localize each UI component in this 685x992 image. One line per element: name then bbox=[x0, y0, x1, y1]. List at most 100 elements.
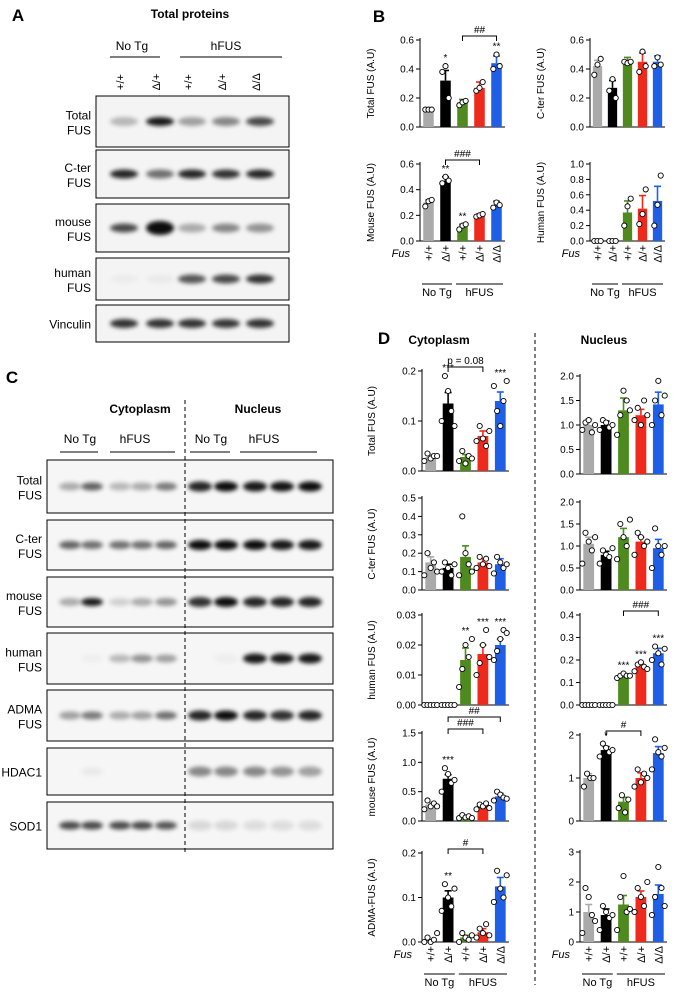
significance-label: * bbox=[444, 53, 448, 64]
bar bbox=[457, 102, 468, 127]
data-point bbox=[585, 538, 592, 545]
blot-band bbox=[178, 169, 206, 179]
data-point bbox=[428, 106, 435, 113]
y-tick-label: 0.5 bbox=[402, 787, 416, 798]
blot-band bbox=[155, 541, 177, 549]
y-tick-label: 0.3 bbox=[402, 530, 416, 541]
y-tick-label: 0.03 bbox=[397, 611, 417, 622]
y-tick-label: 0.5 bbox=[402, 494, 416, 505]
legend-group: hFUS bbox=[628, 287, 656, 299]
panel-c-blot-label: FUS bbox=[18, 661, 42, 675]
panel-c-blot-label: Total bbox=[17, 474, 42, 488]
significance-bracket bbox=[462, 35, 497, 41]
blot-band bbox=[243, 653, 267, 664]
data-point bbox=[421, 457, 428, 465]
data-point bbox=[439, 68, 446, 75]
data-point bbox=[588, 429, 595, 436]
panel-c-blot-label: C-ter bbox=[15, 532, 42, 546]
legend-group: No Tg bbox=[583, 977, 613, 989]
blot-band bbox=[178, 117, 206, 126]
data-point bbox=[496, 202, 503, 209]
data-point bbox=[658, 753, 665, 760]
data-point bbox=[655, 377, 662, 384]
bar bbox=[652, 200, 663, 241]
bar bbox=[652, 61, 663, 127]
blot-band bbox=[246, 319, 274, 328]
blot-band bbox=[155, 821, 177, 830]
data-point bbox=[497, 422, 504, 430]
blot-band bbox=[109, 711, 131, 720]
data-point bbox=[625, 796, 632, 803]
data-point bbox=[494, 553, 501, 560]
data-point bbox=[623, 542, 630, 550]
data-point bbox=[430, 559, 437, 566]
panel-c-blot-label: FUS bbox=[18, 718, 42, 732]
y-axis-label: Mouse FUS (A.U) bbox=[366, 163, 377, 242]
data-point bbox=[451, 885, 458, 892]
legend-d-left: +/+ Δ/+ +/+ Δ/+ Δ/Δ Fus No Tg hFUS bbox=[394, 945, 508, 989]
data-point bbox=[490, 656, 497, 664]
data-point bbox=[580, 783, 587, 790]
blot-band bbox=[178, 319, 206, 328]
y-tick-label: 0.0 bbox=[402, 817, 416, 828]
blot-band bbox=[214, 710, 238, 721]
panel-c-blot-label: human bbox=[5, 646, 42, 660]
data-point bbox=[591, 71, 598, 78]
panel-c-blot-label: FUS bbox=[18, 547, 42, 561]
bar bbox=[618, 410, 629, 474]
blot-band bbox=[155, 654, 177, 663]
blot-band bbox=[270, 653, 294, 664]
blot-band bbox=[188, 597, 212, 607]
legend-genotype: Δ/+ bbox=[475, 245, 487, 262]
data-point bbox=[634, 529, 641, 536]
blot-band bbox=[146, 319, 174, 328]
data-point bbox=[621, 222, 628, 229]
data-point bbox=[612, 237, 619, 245]
data-point bbox=[644, 774, 651, 782]
data-point bbox=[596, 560, 603, 567]
data-point bbox=[634, 766, 641, 773]
bar bbox=[425, 457, 437, 471]
blot-band bbox=[81, 482, 103, 491]
data-point bbox=[626, 905, 633, 913]
data-point bbox=[490, 898, 497, 906]
bar bbox=[442, 567, 454, 590]
data-point bbox=[648, 766, 655, 773]
y-axis-label: Total FUS (A.U) bbox=[366, 48, 377, 118]
legend-genotype: +/+ bbox=[424, 245, 436, 261]
y-axis-label: C-ter FUS (A.U) bbox=[536, 48, 547, 119]
significance-bracket bbox=[605, 730, 642, 736]
blot-band bbox=[146, 274, 174, 284]
blot-band bbox=[243, 597, 267, 607]
data-point bbox=[603, 908, 610, 916]
chart-d-nuc-mouse: 0 1 2 * # bbox=[568, 720, 668, 828]
data-point bbox=[445, 94, 452, 102]
y-tick-label: 0.3 bbox=[560, 633, 574, 644]
data-point bbox=[430, 936, 437, 943]
y-tick-label: 0.4 bbox=[402, 512, 416, 523]
data-point bbox=[615, 805, 622, 812]
blot-band bbox=[243, 766, 267, 777]
blot-band bbox=[298, 653, 322, 664]
bar bbox=[583, 912, 595, 942]
bar bbox=[494, 564, 506, 590]
bracket-label: p = 0.08 bbox=[447, 356, 484, 367]
data-point bbox=[596, 426, 603, 433]
data-point bbox=[654, 201, 661, 208]
panel-c-fraction-cytoplasm: Cytoplasm bbox=[109, 402, 170, 416]
blot-band bbox=[109, 482, 131, 491]
y-tick-label: 0.1 bbox=[402, 893, 416, 904]
blot-band bbox=[243, 481, 267, 492]
data-point bbox=[500, 397, 507, 405]
panel-a-blot-label: FUS bbox=[67, 176, 91, 190]
bar bbox=[635, 541, 647, 590]
significance-bracket bbox=[447, 848, 484, 854]
data-point bbox=[441, 559, 448, 566]
data-point bbox=[490, 797, 497, 804]
blot-band bbox=[109, 654, 131, 663]
data-point bbox=[644, 538, 651, 545]
data-point bbox=[424, 450, 431, 457]
data-point bbox=[448, 572, 455, 579]
